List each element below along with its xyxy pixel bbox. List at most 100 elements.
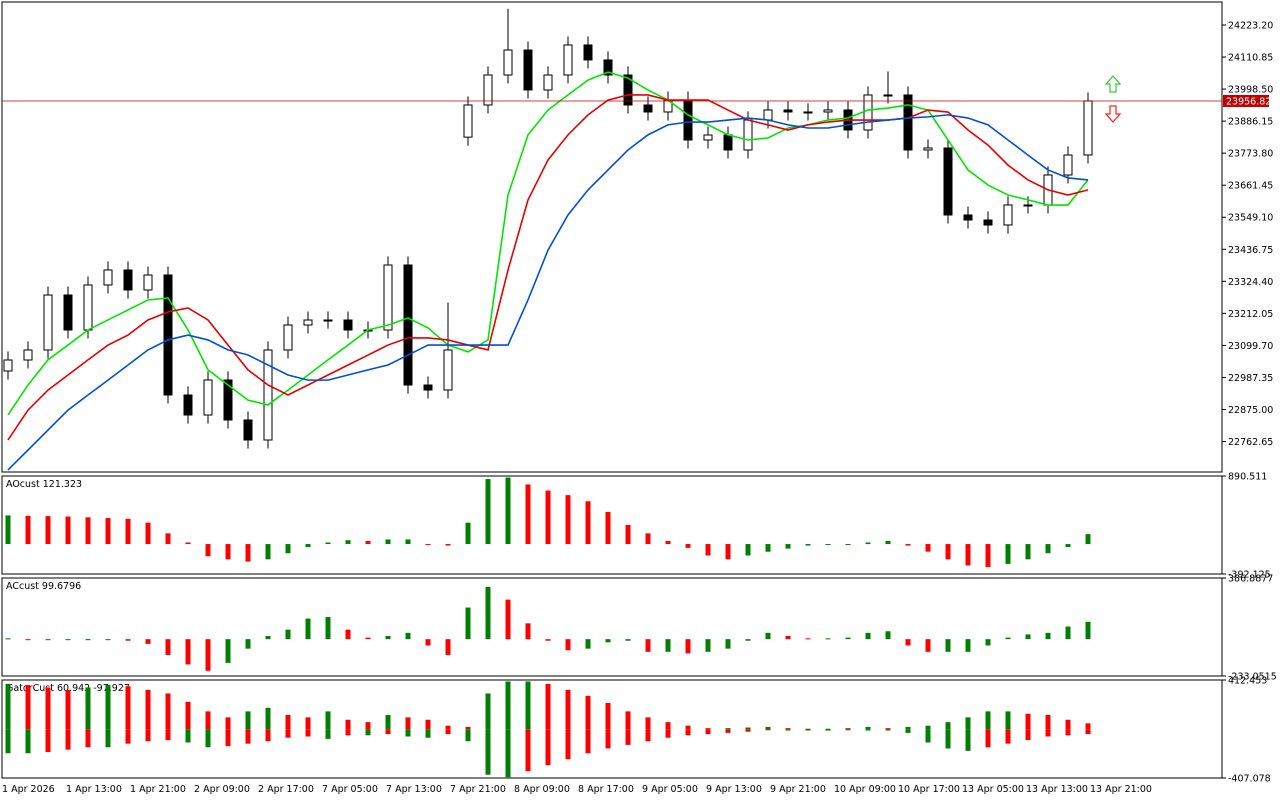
x-tick-label: 8 Apr 17:00 [578,784,634,795]
histogram-bar [1065,544,1071,548]
gator-bar [905,729,911,733]
gator-bar [185,729,191,743]
gator-bar [725,728,731,730]
gator-bar [585,695,591,730]
gator-bar [245,729,251,744]
candle-body [443,349,453,391]
gator-bar [1025,713,1031,730]
candle-body [523,49,533,91]
ac-panel [1,577,1223,677]
histogram-bar [805,638,811,640]
histogram-bar [205,639,211,671]
candle-body [143,274,153,291]
candle-body [423,384,433,391]
histogram-bar [505,477,511,545]
panel-title: GatorCust 60.942 -97.927 [6,683,130,694]
gator-bar [1045,729,1051,737]
histogram-bar [305,544,311,548]
histogram-bar [425,544,431,546]
histogram-bar [85,517,91,545]
gator-bar [865,729,871,731]
gator-bar [385,714,391,730]
gator-bar [545,683,551,730]
gator-bar [285,729,291,738]
gator-bar [845,729,851,731]
gator-bar [625,729,631,745]
histogram-bar [865,632,871,640]
gator-bar [665,729,671,738]
histogram-bar [385,539,391,545]
histogram-bar [165,533,171,545]
histogram-bar [445,639,451,655]
candle-body [103,269,113,286]
histogram-bar [145,639,151,644]
gator-bar [1065,729,1071,736]
gator-bar [265,729,271,742]
histogram-bar [425,639,431,646]
histogram-bar [725,544,731,560]
x-tick-label: 13 Apr 05:00 [962,784,1024,795]
gator-bar [85,729,91,748]
histogram-bar [185,639,191,665]
histogram-bar [265,635,271,640]
histogram-bar [705,639,711,652]
x-tick-label: 9 Apr 05:00 [642,784,698,795]
histogram-bar [785,544,791,549]
gator-bar [365,729,371,736]
gator-bar [725,729,731,733]
histogram-bar [65,516,71,545]
y-tick-label: 890.511 [1228,472,1267,483]
histogram-bar [765,632,771,640]
candle-body [583,44,593,61]
histogram-bar [625,524,631,545]
candle-body [403,264,413,386]
gator-bar [5,683,11,730]
histogram-bar [45,639,51,641]
sell-arrow [1104,105,1122,123]
candle-body [63,294,73,331]
candle-body [503,49,513,76]
gator-bar [585,729,591,754]
x-tick-label: 8 Apr 09:00 [514,784,570,795]
gator-bar [925,725,931,730]
histogram-bar [485,479,491,545]
y-tick-label: 24223.20 [1228,20,1273,31]
histogram-bar [665,540,671,545]
gator-bar [225,717,231,730]
gator-bar [645,729,651,742]
candle-body [963,214,973,221]
histogram-bar [405,539,411,545]
gator-bar [525,681,531,730]
gator-bar [85,687,91,730]
y-tick-label: 386.8877 [1228,574,1273,585]
candle-body [283,324,293,351]
histogram-bar [545,490,551,545]
candle-body [203,379,213,416]
y-tick-label: 22875.00 [1228,405,1273,416]
gator-bar [865,726,871,730]
gator-bar [45,687,51,730]
gator-bar [385,729,391,735]
histogram-bar [465,522,471,545]
gator-bar [125,729,131,744]
y-tick-label: -392.125 [1228,570,1271,581]
x-tick-label: 7 Apr 05:00 [322,784,378,795]
gator-bar [345,729,351,736]
gator-bar [505,729,511,778]
gator-bar [445,729,451,735]
histogram-bar [125,639,131,641]
histogram-bar [885,540,891,545]
gator-bar [165,693,171,730]
histogram-bar [665,639,671,652]
histogram-bar [1065,626,1071,640]
main-panel [1,1,1223,473]
histogram-bar [125,518,131,545]
gator-bar [405,717,411,730]
x-tick-label: 13 Apr 13:00 [1026,784,1088,795]
gator-bar [1025,729,1031,741]
gator-bar [745,729,751,732]
candle-body [163,274,173,396]
moving-average [7,114,1089,471]
histogram-bar [5,515,11,545]
candle-body [23,349,33,361]
